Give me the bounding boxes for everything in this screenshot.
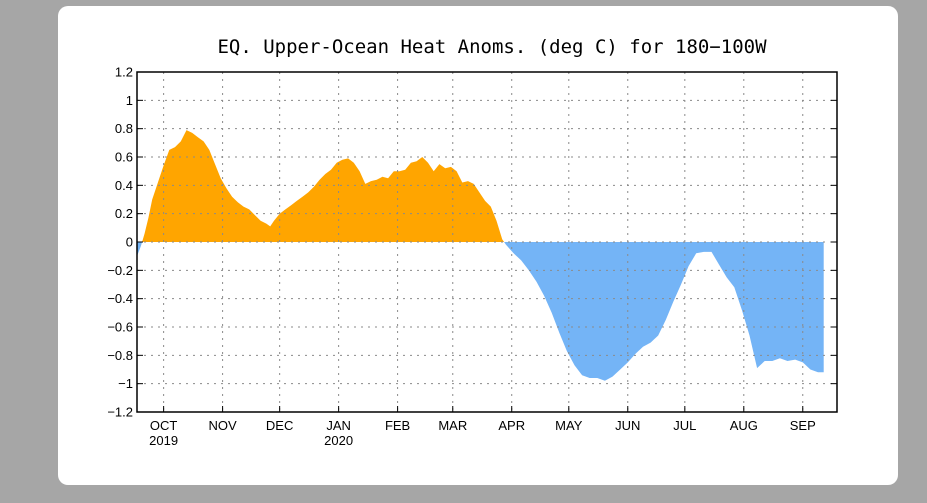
y-tick-label-2: 0.8: [115, 121, 133, 136]
y-tick-label-6: 0: [126, 235, 133, 250]
x-tick-label-11: SEP: [790, 418, 816, 433]
x-tick-year-label-3: 2020: [324, 433, 353, 448]
x-tick-label-9: JUL: [673, 418, 696, 433]
x-tick-year-label-0: 2019: [149, 433, 178, 448]
tick-labels: 1.2 1 0.8 0.6 0.4 0.2 0 −0.2 −0.4 −0.6 −0.8 −1 −1.2 O…: [107, 65, 815, 449]
chart-title: EQ. Upper-Ocean Heat Anoms. (deg C) for …: [217, 36, 767, 58]
y-tick-label-8: −0.4: [107, 291, 133, 306]
x-tick-label-7: MAY: [555, 418, 583, 433]
x-tick-label-6: APR: [498, 418, 525, 433]
x-tick-label-4: FEB: [385, 418, 410, 433]
positive-anomaly-area-1: [142, 130, 505, 242]
x-tick-label-2: DEC: [266, 418, 293, 433]
y-tick-label-5: 0.2: [115, 206, 133, 221]
x-tick-label-10: AUG: [730, 418, 758, 433]
y-tick-label-4: 0.4: [115, 178, 133, 193]
y-tick-label-0: 1.2: [115, 65, 133, 80]
negative-anomaly-area-0: [137, 242, 143, 257]
heat-anomaly-chart: EQ. Upper-Ocean Heat Anoms. (deg C) for …: [107, 36, 838, 449]
grid-lines: [137, 72, 837, 412]
x-tick-label-3: JAN: [326, 418, 351, 433]
x-tick-label-8: JUN: [615, 418, 640, 433]
chart-card: EQ. Upper-Ocean Heat Anoms. (deg C) for …: [58, 6, 898, 485]
y-tick-label-1: 1: [126, 93, 133, 108]
axes: [136, 71, 838, 413]
negative-anomaly-area-2: [504, 242, 824, 381]
x-tick-label-0: OCT: [150, 418, 178, 433]
x-tick-label-1: NOV: [209, 418, 238, 433]
y-tick-label-9: −0.6: [107, 320, 133, 335]
y-tick-label-11: −1: [118, 376, 133, 391]
x-tick-label-5: MAR: [438, 418, 467, 433]
y-tick-label-12: −1.2: [107, 405, 133, 420]
area-fills: [137, 130, 824, 381]
y-tick-label-7: −0.2: [107, 263, 133, 278]
y-tick-label-10: −0.8: [107, 348, 133, 363]
y-tick-label-3: 0.6: [115, 150, 133, 165]
